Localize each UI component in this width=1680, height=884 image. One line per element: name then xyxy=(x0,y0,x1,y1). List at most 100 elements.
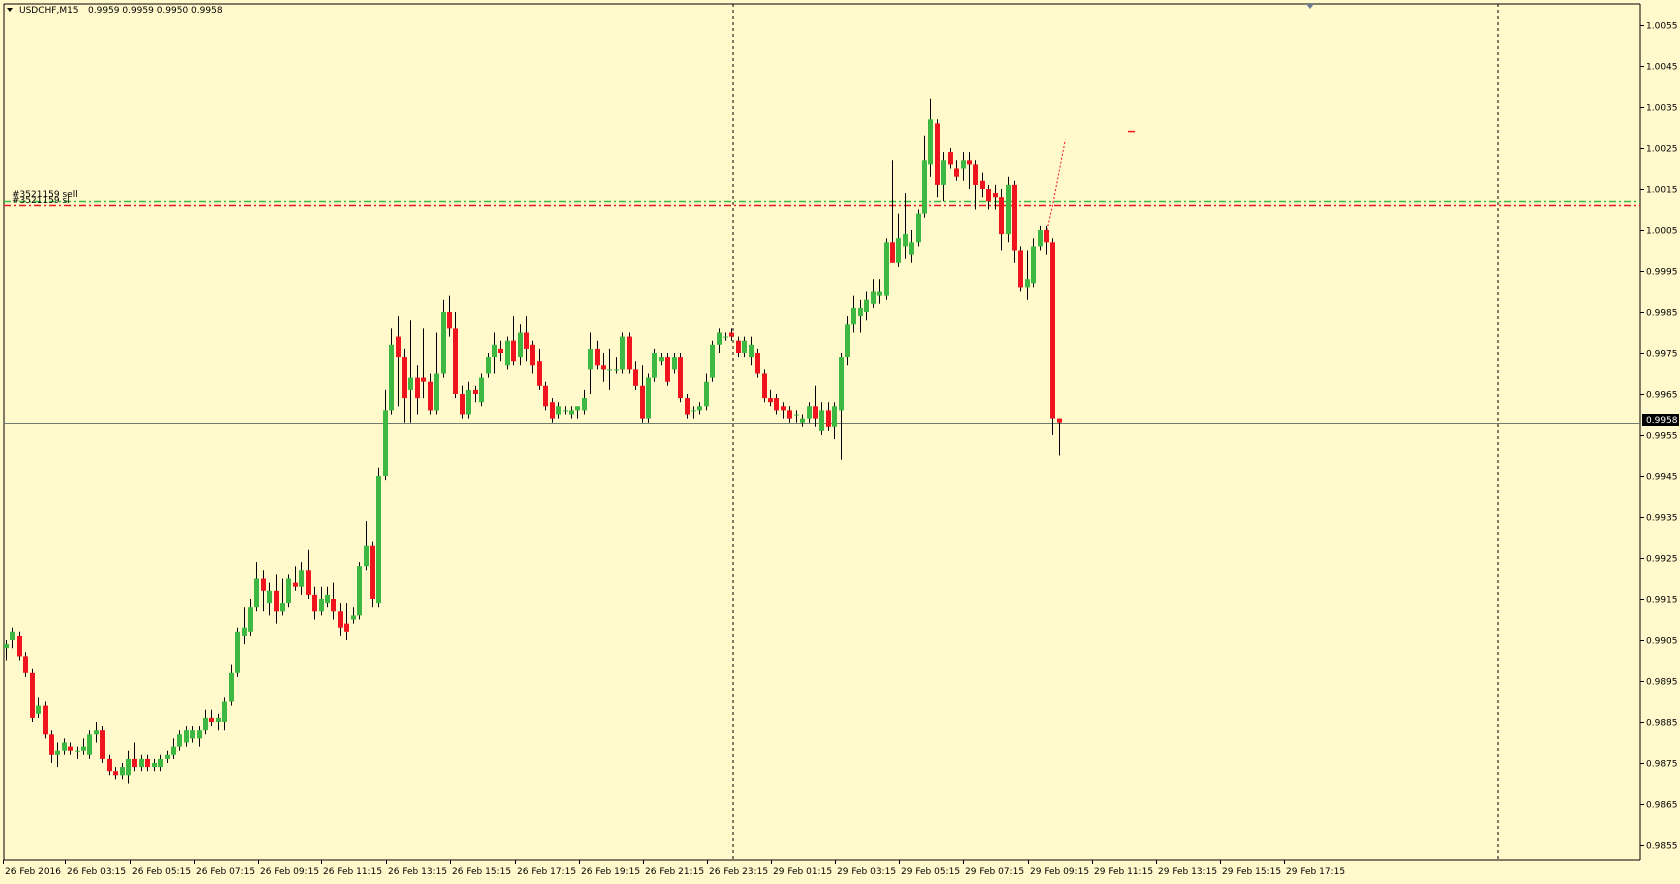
candle-bear xyxy=(543,385,548,407)
candle-bear xyxy=(396,336,401,358)
candle-bull xyxy=(87,734,92,755)
candle-bull xyxy=(479,377,484,403)
candle-bear xyxy=(1044,230,1049,243)
candle-bear xyxy=(550,402,555,419)
candle-bear xyxy=(755,353,760,374)
time-tick-label: 26 Feb 15:15 xyxy=(452,867,511,877)
candle-bear xyxy=(980,180,985,189)
time-tick-label: 26 Feb 03:15 xyxy=(67,867,126,877)
candle-bear xyxy=(421,377,426,382)
price-tick-label: 0.9935 xyxy=(1646,514,1678,524)
candles xyxy=(4,98,1062,784)
candle-bull xyxy=(563,410,568,412)
candle-bull xyxy=(652,353,657,378)
candle-bear xyxy=(762,373,767,399)
time-tick-label: 29 Feb 01:15 xyxy=(773,867,832,877)
time-tick-label: 26 Feb 23:15 xyxy=(709,867,768,877)
candle-bear xyxy=(306,570,311,595)
candle-bear xyxy=(100,730,105,759)
candle-bear xyxy=(415,377,420,399)
candle-bull xyxy=(845,324,850,358)
candle-bull xyxy=(851,307,856,325)
candle-bull xyxy=(858,307,863,317)
candle-bull xyxy=(81,746,86,751)
candle-bear xyxy=(601,365,606,370)
candle-bull xyxy=(267,590,272,604)
candle-bull xyxy=(235,631,240,673)
candle-bear xyxy=(685,398,690,415)
price-tick-label: 0.9915 xyxy=(1646,596,1678,606)
time-tick-label: 26 Feb 05:15 xyxy=(132,867,191,877)
candle-bull xyxy=(203,717,208,731)
candle-bear xyxy=(665,357,670,382)
price-tick-label: 0.9945 xyxy=(1646,473,1678,483)
candle-bull xyxy=(383,410,388,476)
time-tick-label: 26 Feb 21:15 xyxy=(645,867,704,877)
candle-bull xyxy=(190,730,195,739)
candle-bull xyxy=(659,357,664,362)
price-tick-label: 0.9885 xyxy=(1646,719,1678,729)
candle-bull xyxy=(941,160,946,185)
candle-bull xyxy=(441,312,446,374)
time-tick-label: 29 Feb 09:15 xyxy=(1030,867,1089,877)
candle-bear xyxy=(781,406,786,411)
candle-bull xyxy=(75,750,80,752)
price-tick-label: 0.9965 xyxy=(1646,391,1678,401)
ohlc-label: 0.9959 0.9959 0.9950 0.9958 xyxy=(88,6,223,16)
price-tick-label: 1.0045 xyxy=(1646,63,1678,73)
candle-bull xyxy=(588,348,593,370)
candle-bear xyxy=(986,189,991,202)
candle-bull xyxy=(697,406,702,411)
candle-bull xyxy=(55,750,60,755)
candle-bull xyxy=(1025,279,1030,288)
candle-bear xyxy=(293,582,298,587)
candle-bear xyxy=(768,398,773,403)
candle-bull xyxy=(710,344,715,378)
candle-bull xyxy=(749,344,754,358)
candle-bear xyxy=(967,160,972,165)
candle-bear xyxy=(344,623,349,632)
time-tick-label: 26 Feb 09:15 xyxy=(260,867,319,877)
candle-bull xyxy=(871,291,876,304)
candle-bear xyxy=(813,406,818,419)
chart-shift-marker-icon[interactable] xyxy=(1306,4,1314,9)
candle-bull xyxy=(1038,230,1043,247)
order-sl-label: #3521159 sl xyxy=(12,196,70,206)
candle-bull xyxy=(928,119,933,165)
candle-bear xyxy=(460,394,465,415)
candle-bear xyxy=(23,656,28,673)
candle-bull xyxy=(614,369,619,371)
candle-bear xyxy=(678,357,683,399)
time-tick-label: 26 Feb 11:15 xyxy=(323,867,382,877)
candle-bull xyxy=(216,717,221,722)
price-tick-label: 0.9955 xyxy=(1646,432,1678,442)
candle-bull xyxy=(884,242,889,296)
time-tick-label: 26 Feb 13:15 xyxy=(388,867,447,877)
candle-bear xyxy=(935,123,940,185)
candle-bull xyxy=(922,160,927,214)
price-tick-label: 0.9985 xyxy=(1646,309,1678,319)
candle-bull xyxy=(171,746,176,755)
candle-bull xyxy=(916,213,921,243)
candle-bull xyxy=(364,545,369,567)
current-price-box xyxy=(1642,414,1679,426)
dropdown-triangle-icon[interactable] xyxy=(7,8,13,12)
candle-bull xyxy=(10,631,15,640)
time-tick-label: 29 Feb 11:15 xyxy=(1094,867,1153,877)
candle-bull xyxy=(254,578,259,608)
candle-bear xyxy=(890,242,895,263)
candle-bear xyxy=(948,152,953,165)
candle-bear xyxy=(595,348,600,366)
candle-bear xyxy=(999,197,1004,235)
candle-bull xyxy=(165,754,170,759)
time-tick-label: 29 Feb 03:15 xyxy=(837,867,896,877)
candle-bear xyxy=(331,599,336,612)
candle-bull xyxy=(723,336,728,338)
candle-bull xyxy=(280,603,285,612)
price-tick-label: 1.0025 xyxy=(1646,145,1678,155)
candle-bull xyxy=(62,742,67,751)
price-tick-label: 0.9895 xyxy=(1646,678,1678,688)
